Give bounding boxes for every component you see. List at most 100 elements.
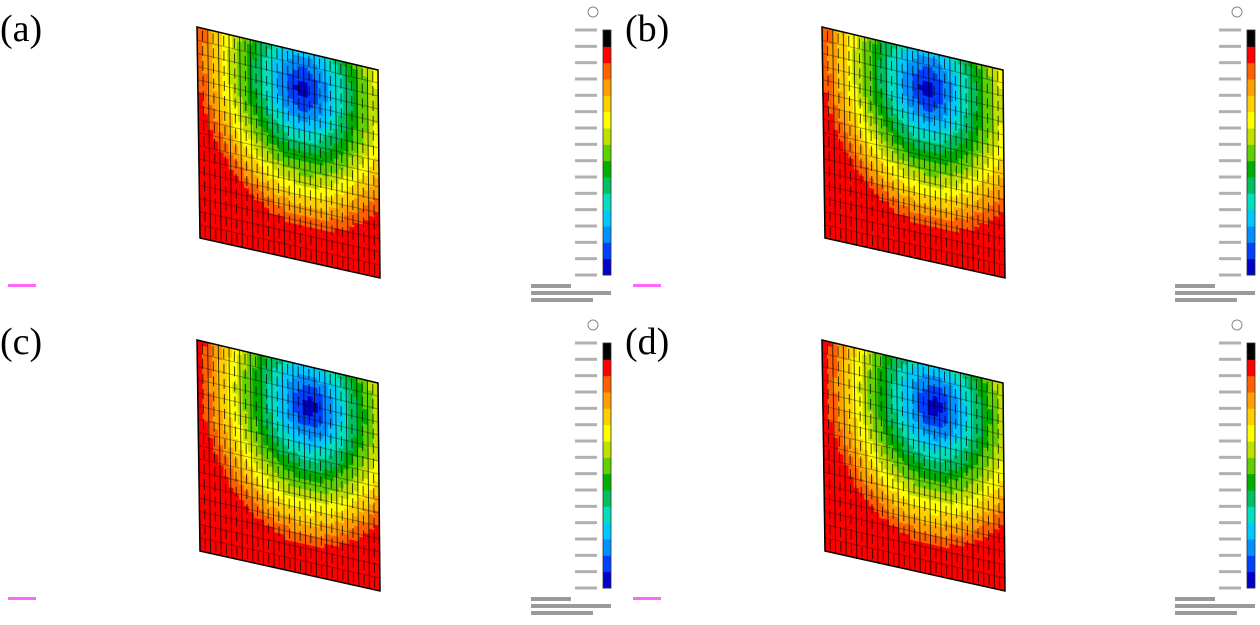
mesh-line-vertical bbox=[260, 42, 265, 253]
mesh-line-vertical bbox=[356, 64, 360, 274]
mesh-line-horizontal bbox=[822, 39, 1004, 84]
mesh-lines-b bbox=[821, 26, 1006, 279]
colorbar-tick-mark bbox=[1219, 142, 1241, 146]
colorbar-swatch bbox=[1247, 258, 1255, 276]
colorbar-tick-mark bbox=[1219, 126, 1241, 130]
colorbar-swatch bbox=[603, 79, 611, 96]
colorbar-tick-mark bbox=[1219, 208, 1241, 212]
info-block-a bbox=[531, 284, 611, 302]
colorbar-swatch bbox=[603, 193, 611, 211]
colorbar-swatch bbox=[1247, 128, 1255, 145]
mesh-line-vertical bbox=[324, 57, 328, 267]
mesh-line-vertical bbox=[313, 54, 317, 264]
panel-a: (a) bbox=[0, 0, 630, 312]
info-line bbox=[1175, 291, 1255, 295]
colorbar-swatch bbox=[1247, 95, 1255, 113]
colorbar-swatch bbox=[1247, 193, 1255, 211]
panel-c: (c) bbox=[0, 313, 630, 625]
panel-b: (b) bbox=[625, 0, 1256, 312]
colorbar-tick-mark bbox=[575, 273, 597, 277]
colorbar-tick-mark bbox=[1219, 240, 1241, 244]
info-line bbox=[1175, 298, 1237, 302]
mesh-line-vertical bbox=[991, 67, 995, 276]
colorbar-swatch bbox=[603, 111, 611, 129]
info-block-b bbox=[1175, 284, 1255, 302]
colorbar-tick-mark bbox=[575, 126, 597, 130]
info-line bbox=[531, 284, 571, 288]
colorbar-tick-mark bbox=[1219, 257, 1241, 261]
mesh-line-horizontal bbox=[199, 224, 380, 266]
mesh-line-vertical bbox=[842, 32, 847, 243]
mesh-line-vertical bbox=[959, 59, 964, 269]
colorbar-swatch bbox=[1247, 144, 1255, 162]
contour-plot-a bbox=[8, 6, 612, 302]
colorbar-tick-mark bbox=[575, 110, 597, 114]
mesh-line-horizontal bbox=[197, 39, 379, 84]
colorbar-swatch bbox=[1247, 46, 1255, 64]
mesh-line-vertical bbox=[981, 64, 985, 274]
colorbar-tick-mark bbox=[575, 61, 597, 65]
colorbar-tick-mark bbox=[575, 44, 597, 48]
colorbar-tick-mark bbox=[575, 224, 597, 228]
mesh-line-vertical bbox=[207, 29, 212, 241]
colorbar-swatch bbox=[603, 258, 611, 276]
colorbar-tick-mark bbox=[575, 77, 597, 81]
mesh-line-vertical bbox=[239, 37, 243, 248]
colorbar-swatch bbox=[1247, 62, 1255, 80]
mesh-line-horizontal bbox=[823, 145, 1005, 188]
mesh-line-vertical bbox=[917, 49, 921, 260]
mesh-line-vertical bbox=[228, 34, 233, 246]
colorbar-swatch bbox=[603, 62, 611, 80]
mesh-line-vertical bbox=[334, 59, 339, 269]
colorbar-tick-mark bbox=[1219, 159, 1241, 163]
colorbar-tick-mark bbox=[575, 142, 597, 146]
colorbar-swatch bbox=[1247, 79, 1255, 96]
mesh-line-horizontal bbox=[823, 118, 1004, 162]
colorbar-tick-mark bbox=[1219, 28, 1241, 32]
view-triad-icon bbox=[587, 6, 599, 18]
colorbar-swatch bbox=[603, 30, 611, 47]
contour-plot-b bbox=[633, 6, 1256, 302]
colorbar-tick-mark bbox=[575, 159, 597, 163]
mesh-line-vertical bbox=[927, 52, 932, 262]
colorbar-swatch bbox=[1247, 242, 1255, 260]
colorbar-swatch bbox=[1247, 209, 1255, 227]
colorbar-tick-mark bbox=[575, 240, 597, 244]
shape-outline-b bbox=[821, 26, 1006, 279]
colorbar-swatch bbox=[603, 46, 611, 64]
colorbar-tick-mark bbox=[575, 28, 597, 32]
shape-outline-a bbox=[196, 26, 381, 279]
info-line bbox=[1175, 284, 1215, 288]
mesh-line-vertical bbox=[885, 42, 890, 253]
colorbar-tick-mark bbox=[1219, 93, 1241, 97]
colorbar-tick-mark bbox=[575, 191, 597, 195]
colorbar-tick-mark bbox=[1219, 44, 1241, 48]
colorbar-swatch bbox=[603, 144, 611, 162]
colorbar-swatch bbox=[1247, 226, 1255, 243]
colorbar-ticks-a bbox=[575, 28, 597, 277]
mesh-line-vertical bbox=[366, 67, 370, 276]
info-line bbox=[531, 298, 593, 302]
coordinate-triad-icon bbox=[633, 284, 661, 287]
mesh-line-vertical bbox=[249, 39, 254, 250]
colorbar-swatch bbox=[603, 226, 611, 243]
view-triad-icon bbox=[1231, 6, 1243, 18]
panel-label-c: (c) bbox=[0, 321, 43, 363]
colorbar-frame bbox=[1246, 29, 1256, 276]
colorbar-swatch bbox=[603, 95, 611, 113]
colorbar-ticks-b bbox=[1219, 28, 1241, 277]
colorbar-tick-mark bbox=[1219, 224, 1241, 228]
colorbar-swatch bbox=[603, 209, 611, 227]
mesh-line-vertical bbox=[906, 47, 911, 257]
colorbar-swatch bbox=[603, 242, 611, 260]
colorbar-tick-mark bbox=[575, 175, 597, 179]
colorbar-swatch bbox=[1247, 111, 1255, 129]
colorbar-tick-mark bbox=[1219, 191, 1241, 195]
mesh-line-horizontal bbox=[824, 224, 1005, 266]
panel-label-a: (a) bbox=[0, 8, 43, 50]
colorbar-a bbox=[602, 29, 612, 276]
contour-plot-c bbox=[8, 319, 612, 615]
mesh-line-vertical bbox=[938, 54, 942, 264]
mesh-line-vertical bbox=[832, 29, 837, 241]
colorbar-tick-mark bbox=[1219, 77, 1241, 81]
